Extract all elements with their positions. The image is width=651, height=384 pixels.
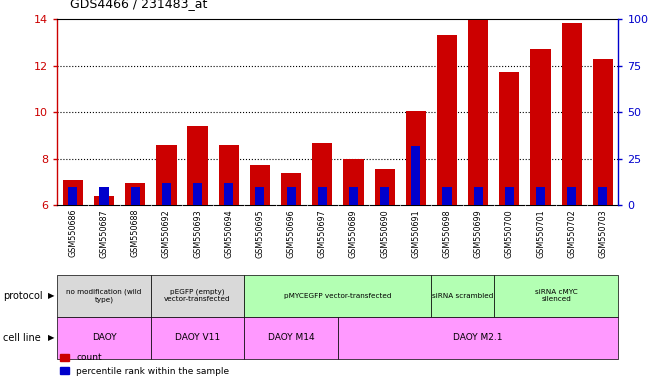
Bar xyxy=(443,187,452,205)
Bar xyxy=(349,187,358,205)
Text: DAOY V11: DAOY V11 xyxy=(175,333,220,343)
Text: GDS4466 / 231483_at: GDS4466 / 231483_at xyxy=(70,0,208,10)
Text: GSM550698: GSM550698 xyxy=(443,209,452,258)
Bar xyxy=(592,59,613,205)
Text: GSM550688: GSM550688 xyxy=(131,209,140,257)
Bar xyxy=(499,71,519,205)
Bar xyxy=(62,180,83,205)
Text: pEGFP (empty)
vector-transfected: pEGFP (empty) vector-transfected xyxy=(164,289,231,303)
Bar xyxy=(250,165,270,205)
Text: DAOY: DAOY xyxy=(92,333,117,343)
Text: DAOY M14: DAOY M14 xyxy=(268,333,314,343)
Text: cell line: cell line xyxy=(3,333,41,343)
Bar xyxy=(598,187,607,205)
Bar xyxy=(187,126,208,205)
Bar xyxy=(411,146,421,205)
Bar xyxy=(281,173,301,205)
Text: GSM550695: GSM550695 xyxy=(255,209,264,258)
Bar xyxy=(156,145,176,205)
Bar xyxy=(505,187,514,205)
Text: GSM550692: GSM550692 xyxy=(162,209,171,258)
Text: protocol: protocol xyxy=(3,291,43,301)
Bar xyxy=(94,196,114,205)
Bar xyxy=(100,187,109,205)
Text: pMYCEGFP vector-transfected: pMYCEGFP vector-transfected xyxy=(284,293,392,299)
Bar xyxy=(536,187,545,205)
Text: GSM550700: GSM550700 xyxy=(505,209,514,258)
Bar xyxy=(125,183,145,205)
Bar xyxy=(531,50,551,205)
Text: GSM550694: GSM550694 xyxy=(224,209,233,258)
Bar xyxy=(193,183,202,205)
Bar xyxy=(255,187,264,205)
Text: GSM550689: GSM550689 xyxy=(349,209,358,258)
Text: GSM550701: GSM550701 xyxy=(536,209,545,258)
Bar xyxy=(219,145,239,205)
Text: GSM550693: GSM550693 xyxy=(193,209,202,258)
Text: GSM550690: GSM550690 xyxy=(380,209,389,258)
Bar xyxy=(437,35,457,205)
Bar xyxy=(312,142,333,205)
Text: GSM550703: GSM550703 xyxy=(598,209,607,258)
Legend: count, percentile rank within the sample: count, percentile rank within the sample xyxy=(57,350,233,379)
Text: GSM550696: GSM550696 xyxy=(286,209,296,258)
Text: GSM550702: GSM550702 xyxy=(567,209,576,258)
Text: GSM550687: GSM550687 xyxy=(100,209,109,258)
Bar xyxy=(468,20,488,205)
Text: siRNA scrambled: siRNA scrambled xyxy=(432,293,493,299)
Bar xyxy=(131,187,140,205)
Text: GSM550691: GSM550691 xyxy=(411,209,421,258)
Bar xyxy=(473,187,483,205)
Bar xyxy=(343,159,364,205)
Bar xyxy=(318,187,327,205)
Text: ▶: ▶ xyxy=(48,291,54,300)
Text: GSM550699: GSM550699 xyxy=(474,209,482,258)
Text: siRNA cMYC
silenced: siRNA cMYC silenced xyxy=(534,289,577,302)
Bar xyxy=(374,169,395,205)
Bar xyxy=(286,187,296,205)
Bar xyxy=(567,187,576,205)
Text: ▶: ▶ xyxy=(48,333,54,343)
Text: GSM550686: GSM550686 xyxy=(68,209,77,257)
Bar xyxy=(68,187,77,205)
Bar xyxy=(380,187,389,205)
Bar xyxy=(224,183,233,205)
Text: DAOY M2.1: DAOY M2.1 xyxy=(453,333,503,343)
Bar xyxy=(162,183,171,205)
Text: no modification (wild
type): no modification (wild type) xyxy=(66,289,142,303)
Bar xyxy=(562,23,582,205)
Text: GSM550697: GSM550697 xyxy=(318,209,327,258)
Bar xyxy=(406,111,426,205)
